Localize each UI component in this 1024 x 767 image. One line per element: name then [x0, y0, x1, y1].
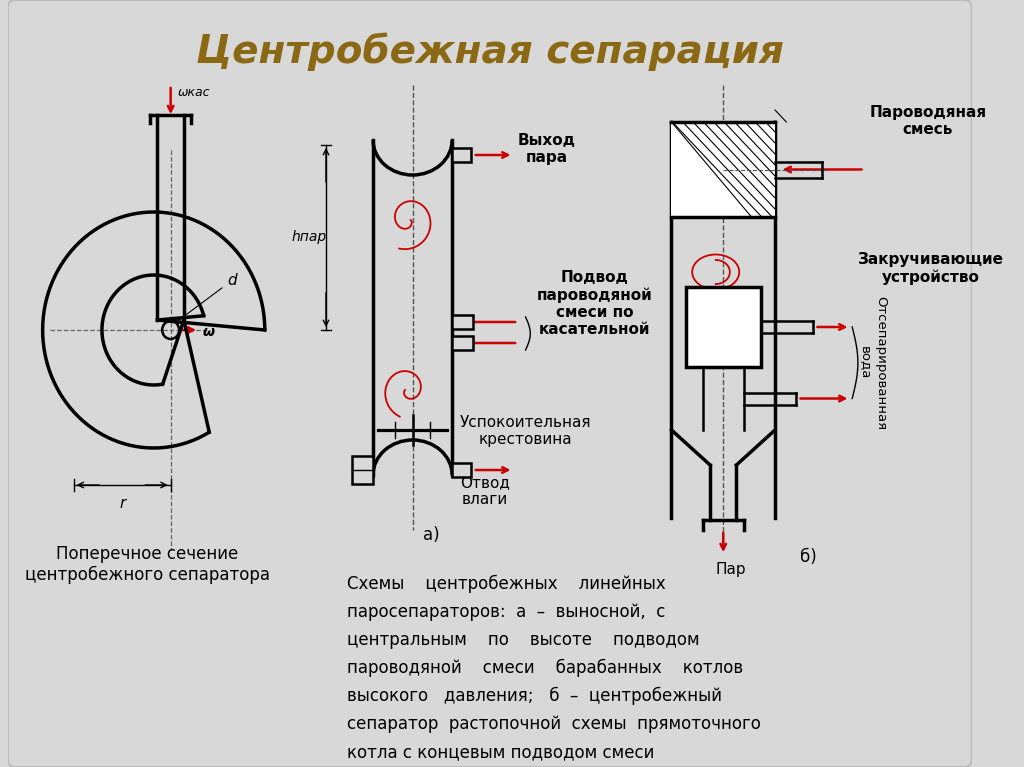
Text: Центробежная сепарация: Центробежная сепарация — [196, 33, 783, 71]
Text: сепаратор  растопочной  схемы  прямоточного: сепаратор растопочной схемы прямоточного — [347, 715, 761, 733]
FancyBboxPatch shape — [8, 0, 972, 767]
Text: hпар: hпар — [292, 231, 327, 245]
Text: Пароводяная
смесь: Пароводяная смесь — [869, 105, 986, 137]
Text: Закручивающие
устройство: Закручивающие устройство — [858, 252, 1004, 285]
Text: Схемы    центробежных    линейных: Схемы центробежных линейных — [347, 575, 666, 593]
Text: ω: ω — [203, 325, 215, 339]
Bar — [686, 287, 761, 367]
Text: d: d — [178, 273, 237, 321]
Text: а): а) — [423, 526, 439, 544]
Bar — [672, 122, 775, 217]
Text: центральным    по    высоте    подводом: центральным по высоте подводом — [347, 631, 699, 649]
Text: Отсепарированная
вода: Отсепарированная вода — [859, 296, 887, 430]
Bar — [352, 456, 373, 484]
Bar — [453, 463, 471, 477]
Text: паросепараторов:  а  –  выносной,  с: паросепараторов: а – выносной, с — [347, 603, 665, 621]
Text: котла с концевым подводом смеси: котла с концевым подводом смеси — [347, 743, 654, 761]
Bar — [453, 315, 473, 329]
Bar — [453, 148, 471, 162]
Text: Подвод
пароводяной
смеси по
касательной: Подвод пароводяной смеси по касательной — [537, 269, 652, 337]
Bar — [453, 336, 473, 350]
Text: высокого   давления;   б  –  центробежный: высокого давления; б – центробежный — [347, 687, 722, 705]
Text: Поперечное сечение
центробежного сепаратора: Поперечное сечение центробежного сепарат… — [25, 545, 269, 584]
Text: б): б) — [800, 548, 816, 566]
Text: Отвод
влаги: Отвод влаги — [460, 475, 510, 508]
Text: r: r — [119, 495, 125, 511]
Text: Выход
пара: Выход пара — [518, 133, 577, 166]
Text: пароводяной    смеси    барабанных    котлов: пароводяной смеси барабанных котлов — [347, 659, 742, 677]
Text: Успокоительная
крестовина: Успокоительная крестовина — [460, 415, 591, 447]
Text: ωкас: ωкас — [178, 87, 211, 100]
Text: Пар: Пар — [716, 562, 746, 577]
